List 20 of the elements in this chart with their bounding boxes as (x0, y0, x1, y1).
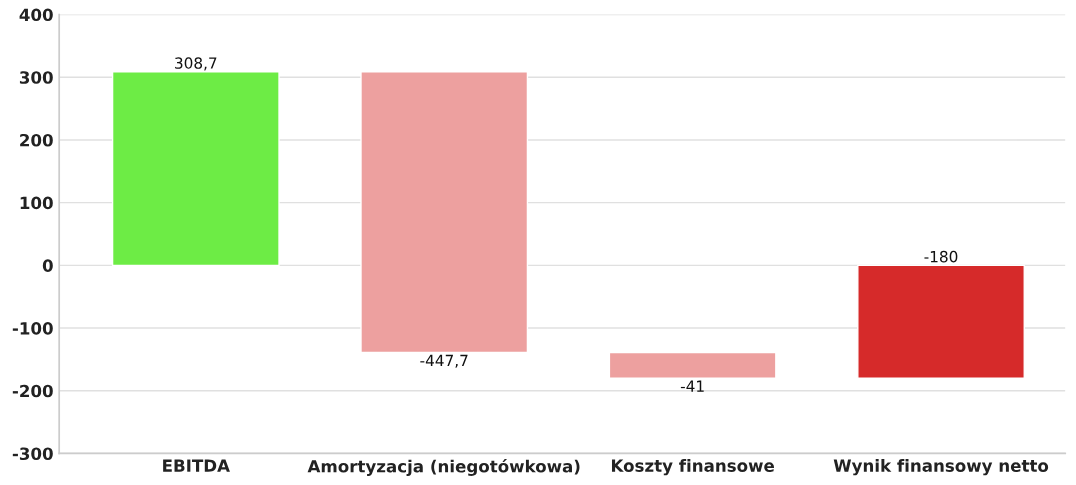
x-tick-label: Amortyzacja (niegotówkowa) (307, 459, 580, 476)
y-tick-label: 0 (42, 259, 53, 272)
y-tick-label: 300 (19, 71, 53, 84)
data-label: -41 (680, 380, 704, 392)
y-tick-label: 400 (19, 8, 53, 22)
y-tick-label: 100 (20, 196, 53, 210)
y-tick-label: -300 (12, 447, 53, 461)
y-tick-label: -100 (12, 322, 53, 335)
x-tick-label: Koszty finansowe (611, 459, 774, 476)
data-label: -180 (924, 250, 958, 263)
data-label: 308,7 (175, 57, 217, 71)
bar (857, 264, 1025, 379)
data-label: -447,7 (420, 354, 468, 368)
y-tick-label: 200 (20, 133, 53, 147)
bar (608, 351, 777, 379)
x-tick-label: Wynik finansowy netto (833, 459, 1049, 476)
x-tick-label: EBITDA (163, 459, 230, 472)
bar (111, 71, 280, 267)
bar (360, 71, 529, 354)
y-tick-label: -200 (12, 384, 53, 398)
